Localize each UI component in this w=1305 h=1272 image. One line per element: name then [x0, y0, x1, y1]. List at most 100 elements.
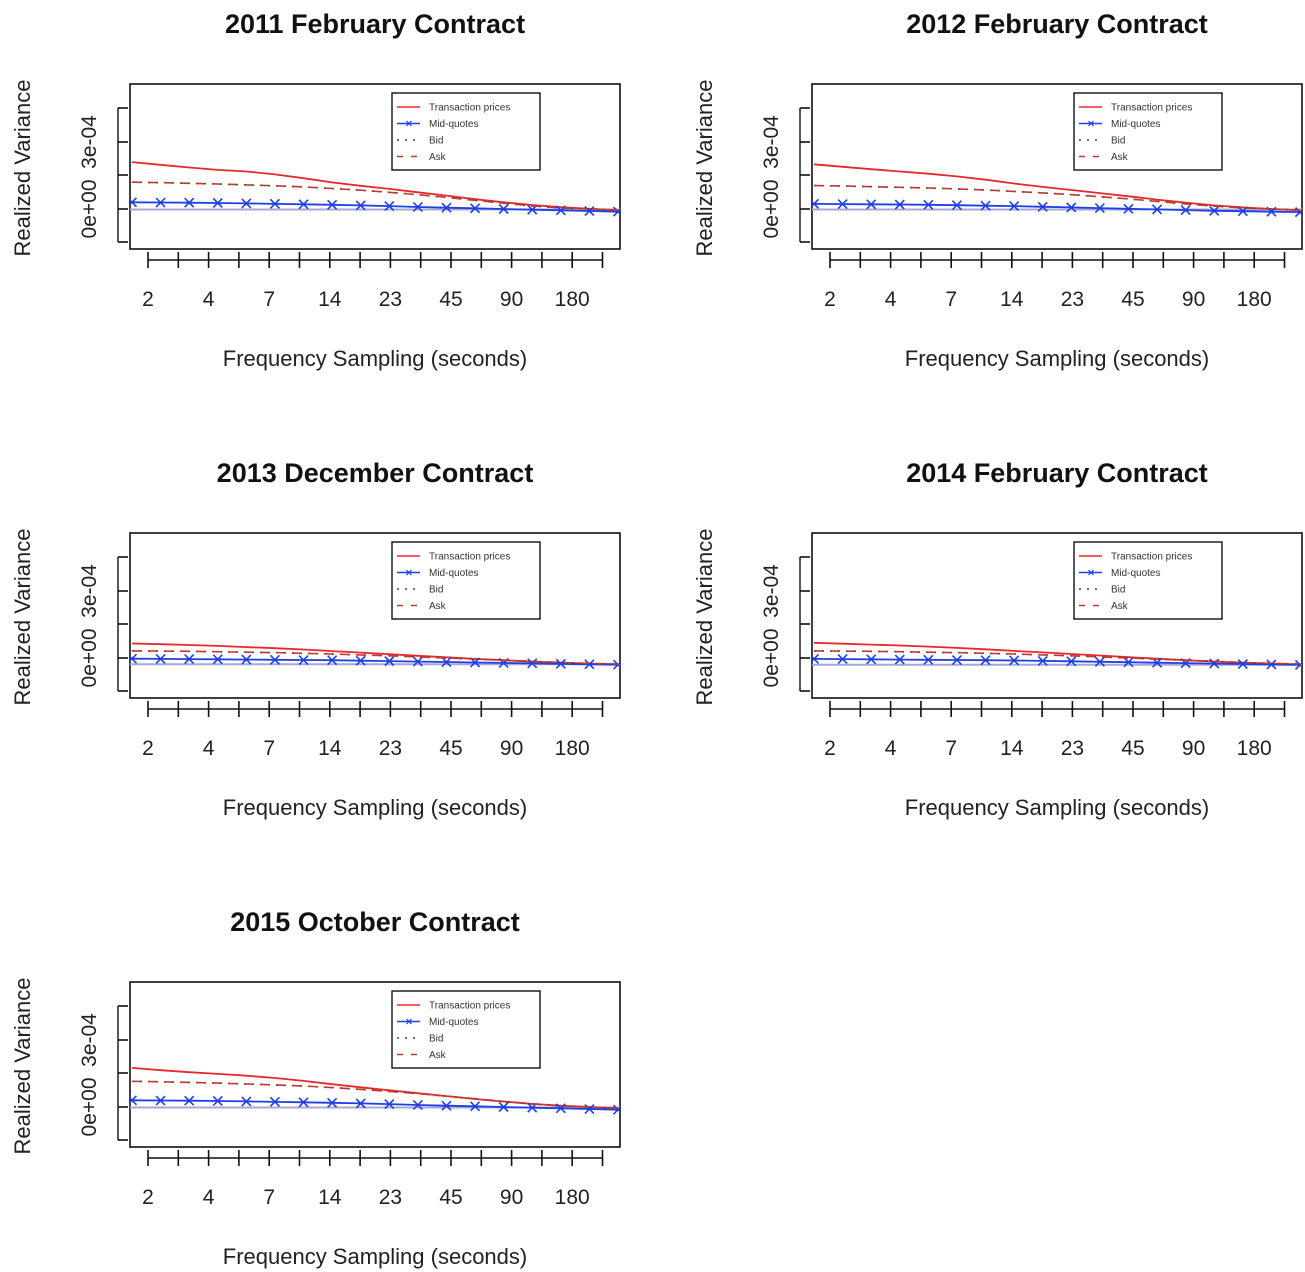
panel-title: 2013 December Contract	[217, 458, 534, 488]
data-point	[612, 659, 620, 670]
legend-label: Bid	[429, 1034, 443, 1045]
series-line	[813, 650, 1301, 665]
data-point	[355, 1098, 366, 1109]
data-point	[412, 201, 423, 213]
data-point	[327, 655, 338, 666]
legend: Transaction prices Mid-quotes Bid Ask	[1073, 541, 1223, 620]
data-point	[212, 1095, 223, 1107]
x-tick-label: 14	[1000, 288, 1024, 311]
y-tick-label: 0e+00	[760, 180, 783, 239]
chart-panel: 2012 February Contract 0e+00 3e-04 2 4 7 14 23 4…	[692, 9, 1303, 371]
legend: Transaction prices Mid-quotes Bid Ask	[391, 541, 541, 620]
data-point	[269, 1096, 281, 1107]
data-point	[384, 1099, 395, 1110]
legend: Transaction prices Mid-quotes Bid Ask	[391, 92, 541, 171]
y-tick-label: 3e-04	[78, 115, 101, 169]
plot-area	[130, 161, 620, 217]
plot-area	[130, 1067, 620, 1115]
legend-label: Bid	[1111, 136, 1125, 147]
x-tick-label: 23	[379, 1186, 402, 1209]
x-tick-label: 2	[824, 737, 836, 760]
y-tick-label: 0e+00	[760, 629, 783, 688]
y-tick-label: 3e-04	[78, 1013, 101, 1067]
series-line	[131, 161, 619, 211]
plot-area	[130, 642, 620, 670]
data-point	[469, 1101, 481, 1112]
chart-panel: 2015 October Contract 0e+00 3e-04 2 4 7 14 23 45…	[10, 907, 621, 1269]
plot-area	[812, 641, 1302, 670]
legend-label: Ask	[429, 152, 447, 163]
y-tick-label: 3e-04	[78, 564, 101, 618]
x-tick-label: 90	[500, 288, 523, 311]
x-tick-label: 23	[1061, 288, 1084, 311]
data-point	[1037, 655, 1048, 666]
x-tick-label: 7	[945, 288, 957, 311]
x-tick-label: 90	[500, 737, 523, 760]
legend-label: Transaction prices	[429, 1001, 510, 1012]
data-point	[412, 656, 423, 667]
legend-marker	[406, 1018, 412, 1025]
data-point	[441, 202, 452, 213]
x-tick-label: 180	[555, 737, 590, 760]
x-axis-label: Frequency Sampling (seconds)	[223, 795, 527, 820]
legend-label: Mid-quotes	[429, 1017, 478, 1028]
data-point	[837, 199, 848, 210]
y-tick-label: 0e+00	[78, 629, 101, 688]
series-line	[813, 203, 1301, 213]
legend-label: Mid-quotes	[429, 568, 478, 579]
data-point	[241, 1096, 252, 1107]
x-tick-label: 23	[1061, 737, 1084, 760]
x-tick-label: 14	[1000, 737, 1024, 760]
panel-title: 2015 October Contract	[230, 907, 520, 937]
legend: Transaction prices Mid-quotes Bid Ask	[1073, 92, 1223, 171]
data-point	[1009, 201, 1020, 212]
y-axis-label: Realized Variance	[10, 978, 35, 1155]
panel-title: 2012 February Contract	[906, 9, 1208, 39]
data-point	[384, 201, 395, 212]
plot-frame	[129, 532, 621, 699]
x-tick-label: 2	[142, 288, 154, 311]
legend-marker	[1088, 120, 1094, 127]
legend-marker	[406, 120, 412, 127]
data-point	[584, 205, 595, 217]
legend-marker	[406, 569, 412, 576]
data-point	[1209, 658, 1220, 669]
data-point	[498, 1101, 509, 1113]
y-axis-label: Realized Variance	[10, 529, 35, 706]
legend-label: Ask	[1111, 601, 1129, 612]
x-tick-label: 180	[555, 1186, 590, 1209]
data-point	[584, 1103, 595, 1115]
data-point	[980, 200, 991, 211]
y-axis-label: Realized Variance	[692, 80, 717, 257]
legend-label: Ask	[429, 601, 447, 612]
legend-marker	[1088, 569, 1094, 576]
x-tick-label: 45	[439, 288, 462, 311]
data-point	[498, 203, 509, 215]
data-point	[1123, 657, 1134, 668]
x-tick-label: 23	[379, 288, 402, 311]
x-axis-label: Frequency Sampling (seconds)	[223, 1244, 527, 1269]
data-point	[1066, 202, 1077, 213]
data-point	[212, 197, 223, 209]
data-point	[837, 654, 848, 665]
plot-area	[812, 163, 1302, 218]
data-point	[269, 654, 281, 665]
data-point	[155, 197, 166, 208]
data-point	[269, 198, 281, 209]
x-tick-label: 4	[203, 1186, 215, 1209]
x-axis-label: Frequency Sampling (seconds)	[905, 795, 1209, 820]
plot-frame	[811, 83, 1303, 250]
x-tick-label: 180	[1237, 288, 1272, 311]
data-point	[327, 199, 338, 210]
x-tick-label: 45	[1121, 288, 1144, 311]
x-tick-label: 4	[203, 737, 215, 760]
series-line	[131, 650, 619, 665]
legend-label: Mid-quotes	[429, 119, 478, 130]
data-point	[155, 1095, 166, 1106]
data-point	[555, 658, 566, 669]
data-point	[980, 655, 991, 666]
x-tick-label: 7	[263, 288, 275, 311]
data-point	[1237, 658, 1248, 670]
chart-panel: 2011 February Contract 0e+00 3e-04 2 4 7 14 23 4…	[10, 9, 621, 371]
